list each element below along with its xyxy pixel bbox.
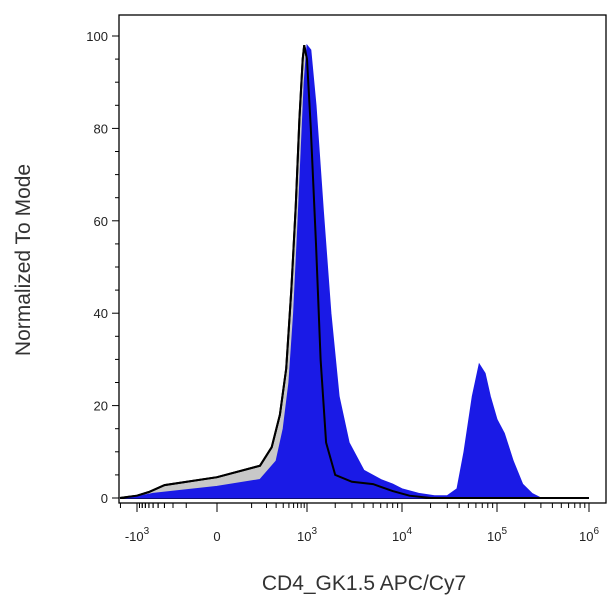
y-tick-label: 80: [94, 121, 108, 136]
plot-area: [119, 43, 589, 499]
x-tick-label: -103: [125, 526, 150, 544]
plot-frame: [118, 14, 607, 504]
control-histogram-outline: [119, 45, 589, 499]
y-tick-label: 60: [94, 214, 108, 229]
y-axis-title: Normalized To Mode: [12, 164, 35, 356]
x-tick-label: 103: [297, 526, 317, 544]
x-tick-label: 0: [213, 529, 220, 544]
control-histogram-area: [119, 45, 589, 499]
y-tick-label: 40: [94, 306, 108, 321]
x-tick-label: 106: [579, 526, 599, 544]
x-axis: -103 0 103 104 105 106: [119, 503, 599, 544]
y-tick-label: 20: [94, 399, 108, 414]
y-axis: 0 20 40 60 80 100: [86, 29, 119, 506]
x-tick-label: 104: [392, 526, 412, 544]
y-tick-label: 0: [101, 491, 108, 506]
x-axis-title: CD4_GK1.5 APC/Cy7: [262, 572, 466, 595]
y-tick-label: 100: [86, 29, 108, 44]
x-tick-label: 105: [487, 526, 507, 544]
stained-histogram-area: [119, 43, 589, 499]
